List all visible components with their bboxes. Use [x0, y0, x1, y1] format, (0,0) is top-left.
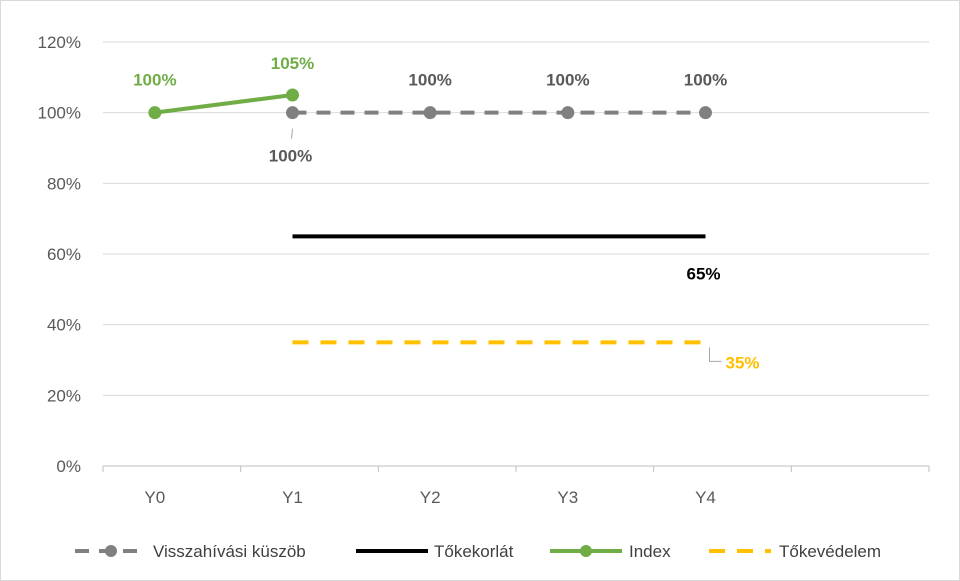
leader-line [709, 347, 722, 362]
x-tick-label: Y3 [557, 488, 578, 507]
data-labels-layer: 100% 100% 100% 100% 65% 100% 105% 35% [133, 54, 759, 372]
data-point-visszahivasi-kuszob [561, 106, 575, 120]
series-line-index [154, 93, 293, 115]
legend: Visszahívási küszöb Tőkekorlát Index Tőkevé… [75, 542, 881, 561]
x-tick-label: Y0 [144, 488, 165, 507]
gridlines [103, 41, 929, 467]
data-point-index [148, 106, 162, 120]
x-tick-label: Y4 [695, 488, 716, 507]
legend-marker-visszahivasi-kuszob [105, 545, 117, 557]
data-label: 65% [686, 264, 720, 283]
x-axis: Y0 Y1 Y2 Y3 Y4 [102, 466, 930, 507]
y-tick-label: 0% [56, 457, 81, 476]
y-tick-label: 20% [47, 386, 81, 405]
legend-label-index: Index [629, 542, 671, 561]
series-layer [148, 88, 712, 345]
legend-label-tokevedelem: Tőkevédelem [779, 542, 881, 561]
y-tick-label: 120% [38, 33, 81, 52]
data-point-visszahivasi-kuszob [286, 106, 299, 120]
y-tick-label: 60% [47, 245, 81, 264]
data-label: 105% [271, 54, 314, 73]
data-label: 100% [546, 71, 589, 90]
legend-marker-index [580, 545, 592, 557]
y-tick-label: 80% [47, 174, 81, 193]
data-point-visszahivasi-kuszob [699, 106, 712, 120]
data-point-visszahivasi-kuszob [423, 106, 437, 120]
data-point-index [286, 88, 299, 102]
y-tick-label: 40% [47, 316, 81, 335]
data-label: 100% [269, 147, 312, 166]
x-tick-label: Y2 [420, 488, 441, 507]
y-axis-ticks: 0% 20% 40% 60% 80% 100% 120% [38, 33, 81, 476]
legend-label-tokekorlat: Tőkekorlát [434, 542, 514, 561]
x-tick-label: Y1 [282, 488, 303, 507]
leader-line [291, 128, 293, 139]
data-label: 100% [408, 71, 451, 90]
y-tick-label: 100% [38, 104, 81, 123]
data-label: 100% [133, 71, 176, 90]
data-label: 35% [726, 353, 760, 372]
legend-label-visszahivasi-kuszob: Visszahívási küszöb [153, 542, 306, 561]
data-label: 100% [684, 71, 727, 90]
